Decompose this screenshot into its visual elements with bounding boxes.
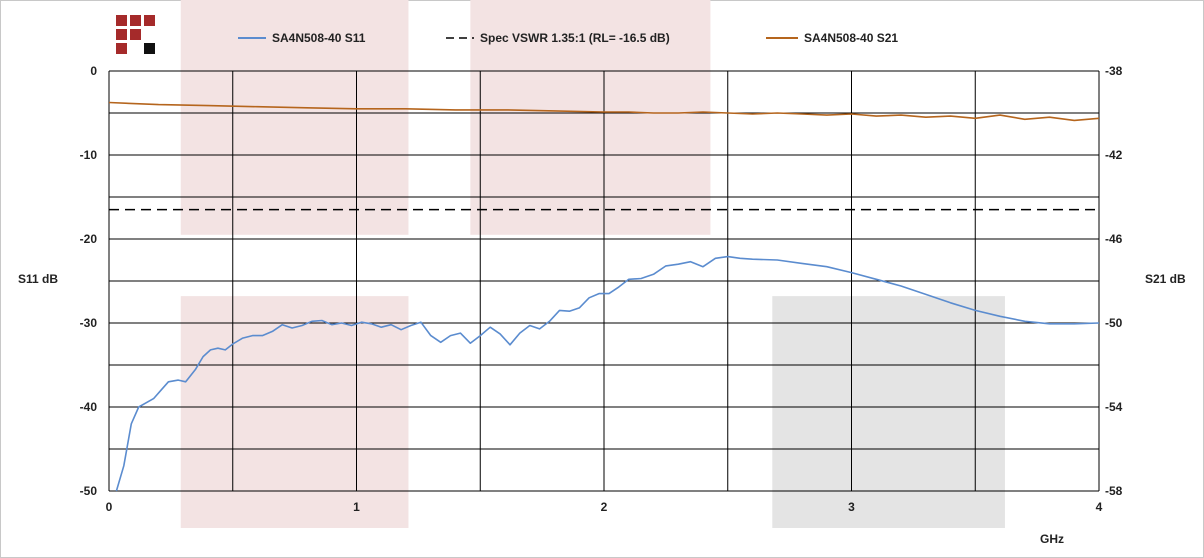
shaded-bands (180, 0, 1005, 528)
logo-square (116, 15, 127, 26)
series-line-2 (108, 101, 1100, 122)
logo-square (130, 15, 141, 26)
legend-label-s11: SA4N508-40 S11 (272, 31, 366, 45)
company-logo-grid-icon (116, 15, 155, 54)
y-tick-right: -54 (1105, 400, 1123, 414)
logo-square (116, 43, 127, 54)
y-axis-left-title: S11 dB (18, 272, 58, 286)
y-axis-right-title: S21 dB (1145, 272, 1186, 286)
x-tick: 3 (848, 500, 855, 514)
y-tick-left: -50 (80, 484, 98, 498)
logo-square (144, 15, 155, 26)
x-tick: 1 (353, 500, 360, 514)
x-tick: 4 (1096, 500, 1103, 514)
legend-label-s21: SA4N508-40 S21 (804, 31, 898, 45)
series-line-0 (115, 255, 1100, 492)
shaded-band-3 (772, 296, 1005, 528)
y-tick-right: -58 (1105, 484, 1123, 498)
logo-square (144, 43, 155, 54)
y-tick-right: -46 (1105, 232, 1123, 246)
y-tick-left: -10 (80, 148, 98, 162)
series-lines (108, 101, 1100, 492)
y-tick-left: -40 (80, 400, 98, 414)
y-tick-left: -20 (80, 232, 98, 246)
logo-square (130, 29, 141, 40)
logo-square (116, 29, 127, 40)
shaded-band-0 (180, 0, 409, 235)
y-tick-left: -30 (80, 316, 98, 330)
y-tick-right: -50 (1105, 316, 1123, 330)
y-tick-left: 0 (90, 64, 97, 78)
y-tick-right: -42 (1105, 148, 1123, 162)
shaded-band-2 (180, 296, 409, 528)
shaded-band-1 (470, 0, 711, 235)
x-tick: 2 (601, 500, 608, 514)
grid-lines (108, 70, 1100, 492)
x-tick: 0 (106, 500, 113, 514)
x-axis-title: GHz (1040, 532, 1064, 546)
legend: SA4N508-40 S11 Spec VSWR 1.35:1 (RL= -16… (238, 31, 898, 45)
y-tick-right: -38 (1105, 64, 1123, 78)
legend-label-spec: Spec VSWR 1.35:1 (RL= -16.5 dB) (480, 31, 670, 45)
tick-labels: 0 -10 -20 -30 -40 -50 -38 -42 -46 -50 -54 -58 0 1 2 3 4 (80, 64, 1123, 514)
